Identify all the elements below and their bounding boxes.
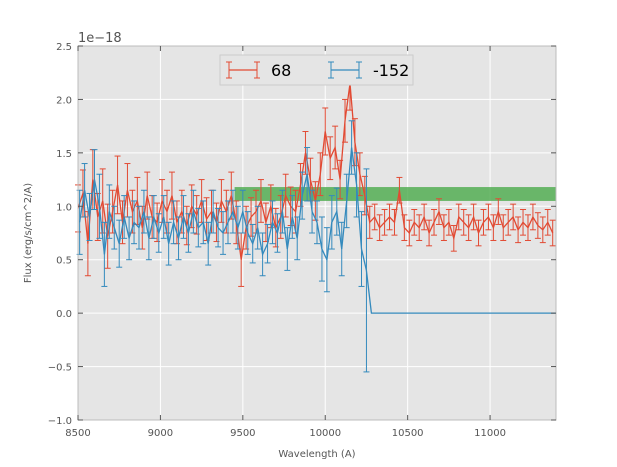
x-tick-label: 9500 <box>230 428 255 439</box>
y-axis-offset-label: 1e−18 <box>78 31 122 46</box>
y-tick-label: 2.0 <box>56 95 72 106</box>
x-tick-label: 8500 <box>65 428 90 439</box>
x-tick-label: 10500 <box>392 428 424 439</box>
legend-label: -152 <box>373 61 409 80</box>
y-tick-label: −1.0 <box>48 416 72 427</box>
y-tick-label: 1.0 <box>56 202 72 213</box>
y-tick-label: 1.5 <box>56 149 72 160</box>
legend-items: 68 -152 <box>226 61 409 80</box>
x-tick-label: 9000 <box>148 428 173 439</box>
y-tick-label: −0.5 <box>48 363 72 374</box>
legend-item: 68 <box>226 61 291 80</box>
x-axis-title: Wavelength (A) <box>278 449 355 460</box>
y-axis-ticks: −1.0 −0.5 0.0 0.5 1.0 1.5 2.0 2.5 <box>48 42 556 427</box>
legend: 68 -152 <box>219 54 414 86</box>
series-layer <box>75 56 556 373</box>
legend-label: 68 <box>271 61 291 80</box>
y-tick-label: 2.5 <box>56 42 72 53</box>
y-tick-label: 0.5 <box>56 256 72 267</box>
y-tick-label: 0.0 <box>56 309 72 320</box>
series-line <box>78 147 556 314</box>
plot-frame <box>77 45 557 421</box>
series-blue <box>76 120 556 373</box>
y-axis-title: Flux (erg/s/cm^2/A) <box>23 183 34 283</box>
x-tick-label: 11000 <box>474 428 506 439</box>
x-axis-ticks: 8500 9000 9500 10000 10500 11000 <box>65 46 506 439</box>
x-tick-label: 10000 <box>309 428 341 439</box>
legend-item: -152 <box>328 61 409 80</box>
